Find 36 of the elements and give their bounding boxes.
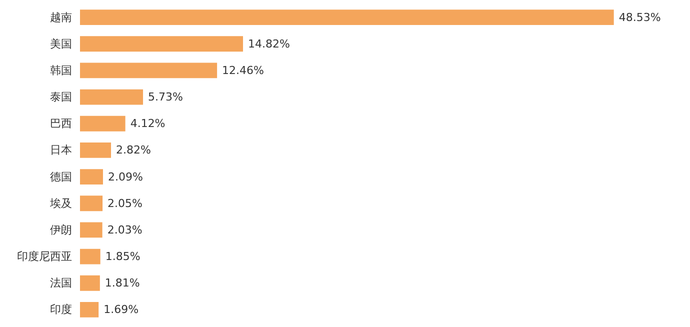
- bar: [80, 248, 100, 264]
- y-tick-label: 美国: [50, 37, 72, 50]
- data-label: 12.46%: [222, 64, 264, 77]
- data-label: 2.82%: [116, 144, 151, 157]
- data-label: 48.53%: [618, 10, 661, 24]
- bar: [80, 89, 144, 105]
- data-label: 2.03%: [107, 223, 142, 236]
- data-label: 4.12%: [130, 117, 166, 130]
- y-tick-label: 巴西: [50, 117, 72, 130]
- bar: [80, 275, 100, 291]
- y-tick-label: 泰国: [50, 90, 72, 104]
- data-label: 2.05%: [108, 196, 143, 210]
- y-tick-label: 越南: [50, 10, 72, 24]
- bar: [80, 10, 614, 25]
- y-tick-label: 伊朗: [50, 223, 72, 236]
- data-label: 14.82%: [248, 37, 290, 50]
- data-label: 1.69%: [104, 303, 139, 316]
- y-tick-label: 印度: [50, 303, 72, 316]
- data-label: 2.09%: [108, 170, 143, 184]
- bar: [80, 196, 103, 212]
- data-label: 5.73%: [148, 90, 183, 104]
- y-tick-label: 埃及: [49, 196, 72, 210]
- bar: [80, 302, 99, 318]
- bar: [80, 169, 103, 184]
- y-tick-label: 日本: [50, 144, 72, 157]
- data-label: 1.85%: [105, 250, 140, 264]
- bar: [80, 62, 218, 78]
- bar: [80, 142, 112, 158]
- y-tick-label: 法国: [50, 276, 72, 290]
- y-tick-label: 德国: [50, 170, 72, 184]
- bar: [80, 36, 244, 52]
- y-tick-label: 印度尼西亚: [17, 250, 72, 264]
- data-label: 1.81%: [104, 276, 140, 290]
- bar: [80, 222, 102, 238]
- bar: [80, 116, 126, 132]
- y-tick-label: 韩国: [50, 64, 72, 77]
